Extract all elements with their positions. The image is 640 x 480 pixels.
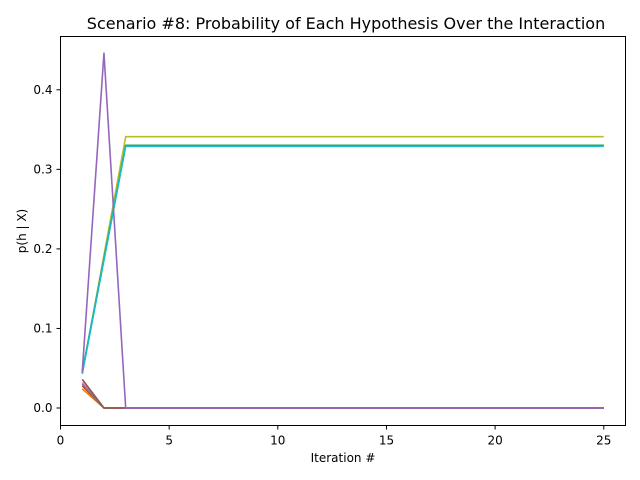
x-tick-label: 20 <box>487 434 502 448</box>
x-tick-label: 5 <box>165 434 173 448</box>
plot-frame <box>60 36 626 426</box>
y-tick-label: 0.4 <box>33 83 52 97</box>
x-tick-label: 15 <box>379 434 394 448</box>
plot-lines <box>81 52 604 409</box>
series-line-10 <box>81 52 604 409</box>
x-tick-label: 0 <box>57 434 65 448</box>
x-tick-label: 25 <box>596 434 611 448</box>
series-line-4 <box>81 145 604 374</box>
x-axis-ticks: 0 5 10 15 20 25 <box>57 425 611 448</box>
y-tick-label: 0.3 <box>33 162 52 176</box>
y-tick-label: 0.1 <box>33 321 52 335</box>
x-axis-label: Iteration # <box>311 451 376 465</box>
series-line-3 <box>81 144 604 374</box>
series-line-5 <box>81 388 604 409</box>
series-line-1 <box>81 135 604 374</box>
y-axis-label: p(h | X) <box>15 209 29 253</box>
y-tick-label: 0.2 <box>33 242 52 256</box>
x-tick-label: 10 <box>270 434 285 448</box>
y-axis-ticks: 0.0 0.1 0.2 0.3 0.4 <box>33 83 61 415</box>
series-line-8 <box>81 383 604 409</box>
series-line-6 <box>81 385 604 409</box>
y-tick-label: 0.0 <box>33 401 52 415</box>
series-line-2 <box>81 144 604 373</box>
series-line-7 <box>81 382 604 409</box>
chart-title: Scenario #8: Probability of Each Hypothe… <box>87 14 605 33</box>
series-line-9 <box>81 378 604 409</box>
